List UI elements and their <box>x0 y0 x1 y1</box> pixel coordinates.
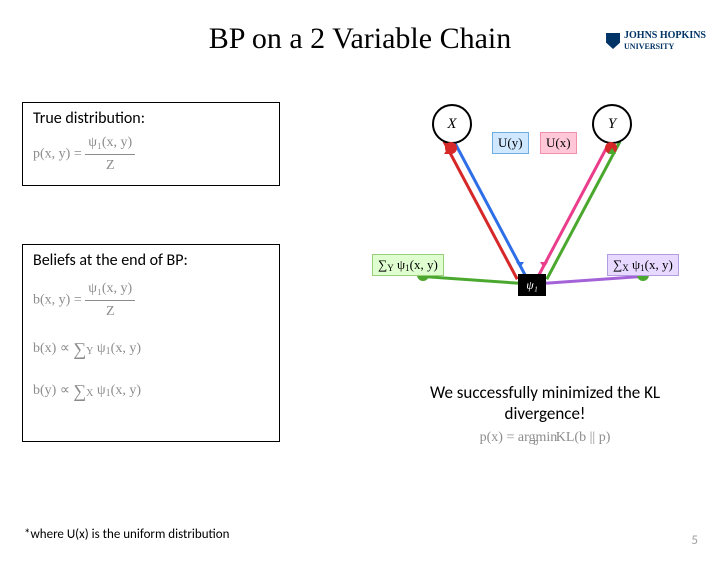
logo-text: JOHNS HOPKINS <box>624 30 706 41</box>
true-dist-equation: p(x, y) = ψ₁(x, y) Z <box>33 132 269 176</box>
msg-pink-label: U(x) <box>540 132 577 154</box>
node-x: X <box>432 104 472 144</box>
true-distribution-box: True distribution: p(x, y) = ψ₁(x, y) Z <box>22 102 280 186</box>
msg-lav-label: ∑X ψ1(x, y) <box>607 254 679 276</box>
arrow-blue-icon <box>516 262 524 268</box>
arrow-green-right-icon <box>608 148 616 154</box>
edge-factor-right <box>542 275 640 285</box>
arrow-red-left-icon <box>444 148 452 154</box>
node-y: Y <box>592 104 632 144</box>
belief-y-eq: b(y) ∝ ∑X ψ1(x, y) <box>33 378 269 406</box>
university-logo: JOHNS HOPKINS UNIVERSITY <box>606 30 706 52</box>
arrow-pink-icon <box>540 262 548 268</box>
edge-x-factor-up <box>443 141 519 280</box>
edge-y-factor-down <box>537 137 613 276</box>
belief-x-eq: b(x) ∝ ∑Y ψ1(x, y) <box>33 336 269 364</box>
shield-icon <box>606 33 620 49</box>
true-dist-label: True distribution: <box>33 109 269 128</box>
page-number: 5 <box>691 533 698 548</box>
msg-blue-label: U(y) <box>492 132 529 154</box>
factor-node: ψ₁ <box>518 274 546 296</box>
beliefs-box: Beliefs at the end of BP: b(x, y) = ψ₁(x… <box>22 244 280 442</box>
kl-text: We successfully minimized the KL diverge… <box>390 382 700 424</box>
beliefs-label: Beliefs at the end of BP: <box>33 251 269 270</box>
belief-xy-eq: b(x, y) = ψ₁(x, y) Z <box>33 278 269 322</box>
logo-sub: UNIVERSITY <box>624 42 674 51</box>
kl-equation: p(x) = argminb KL(b || p) <box>390 430 700 448</box>
edge-factor-left <box>423 275 521 285</box>
kl-statement: We successfully minimized the KL diverge… <box>390 382 700 448</box>
edge-x-factor-down <box>451 137 527 276</box>
factor-graph-diagram: X Y ψ₁ U(y) U(x) ∑Y ψ1(x, y) ∑X ψ1(x, y) <box>382 104 702 319</box>
msg-green-label: ∑Y ψ1(x, y) <box>372 254 444 276</box>
